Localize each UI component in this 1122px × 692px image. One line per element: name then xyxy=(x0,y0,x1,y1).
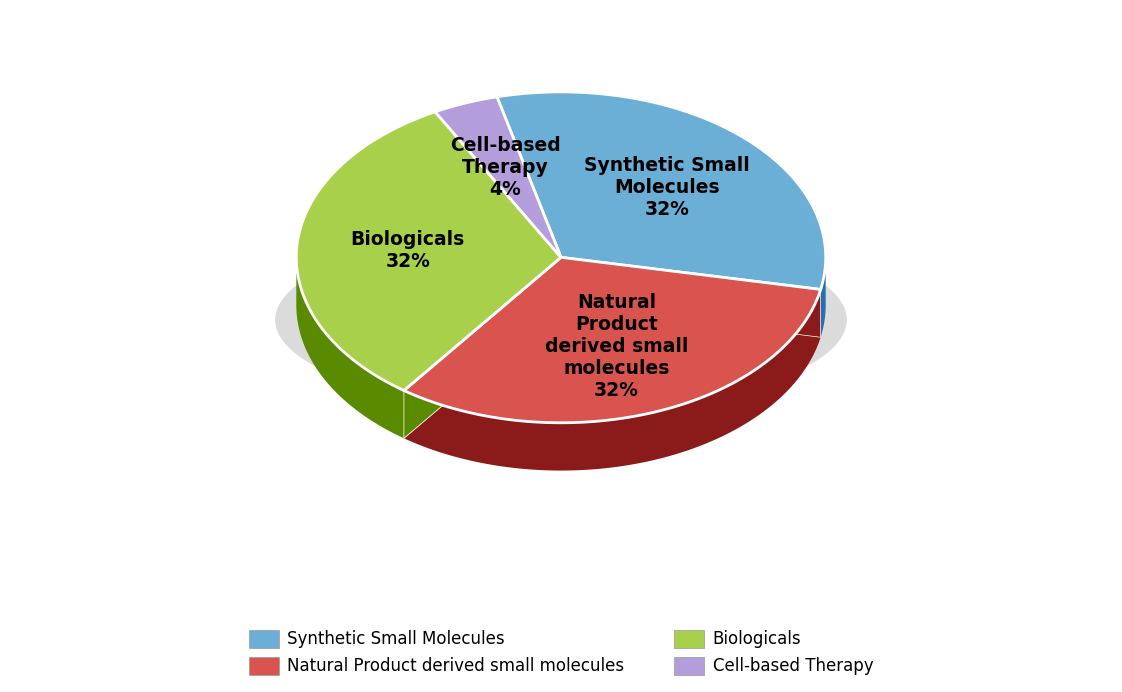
Text: Natural
Product
derived small
molecules
32%: Natural Product derived small molecules … xyxy=(545,293,688,400)
Text: Synthetic Small
Molecules
32%: Synthetic Small Molecules 32% xyxy=(583,156,749,219)
Polygon shape xyxy=(497,92,826,289)
Polygon shape xyxy=(296,112,561,390)
Polygon shape xyxy=(435,97,561,257)
Legend: Synthetic Small Molecules, Natural Product derived small molecules, Biologicals,: Synthetic Small Molecules, Natural Produ… xyxy=(240,621,882,684)
Text: Biologicals
32%: Biologicals 32% xyxy=(351,230,465,271)
Ellipse shape xyxy=(275,229,847,411)
Polygon shape xyxy=(820,258,826,337)
Polygon shape xyxy=(561,289,820,337)
Polygon shape xyxy=(404,305,561,438)
Polygon shape xyxy=(296,258,404,438)
Polygon shape xyxy=(404,289,820,471)
Polygon shape xyxy=(561,289,820,337)
Polygon shape xyxy=(404,305,561,438)
Polygon shape xyxy=(404,257,820,423)
Text: Cell-based
Therapy
4%: Cell-based Therapy 4% xyxy=(450,136,561,199)
